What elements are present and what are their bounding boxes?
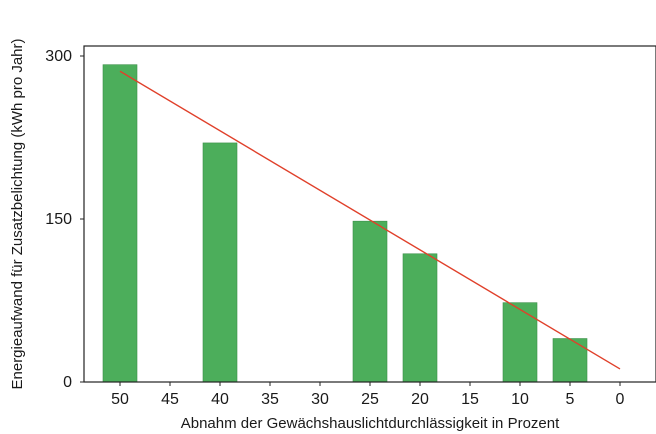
x-tick-label-45: 45: [161, 391, 179, 408]
trend-line: [119, 70, 621, 370]
x-tick-label-0: 0: [616, 391, 625, 408]
x-tick-label-50: 50: [111, 391, 129, 408]
bar-40: [202, 142, 238, 383]
x-axis-title: Abnahm der Gewächshauslichtdurchlässigke…: [181, 415, 560, 432]
bar-25: [352, 220, 388, 383]
x-tick-label-20: 20: [411, 391, 429, 408]
bar-20: [402, 253, 438, 383]
bar-5: [552, 338, 588, 383]
y-ticks: 0 150 300: [45, 48, 84, 391]
bar-10: [502, 302, 538, 383]
x-tick-label-40: 40: [211, 391, 229, 408]
x-tick-label-35: 35: [261, 391, 279, 408]
y-tick-label-300: 300: [45, 48, 72, 65]
y-tick-label-150: 150: [45, 211, 72, 228]
bars-layer: [102, 64, 588, 383]
x-tick-label-5: 5: [566, 391, 575, 408]
x-tick-label-10: 10: [511, 391, 529, 408]
x-tick-label-15: 15: [461, 391, 479, 408]
y-axis-title: Energieaufwand für Zusatzbelichtung (kWh…: [9, 38, 26, 389]
x-tick-label-30: 30: [311, 391, 329, 408]
x-ticks: 50 45 40 35 30 25 20 15 10 5 0: [111, 382, 625, 408]
y-tick-label-0: 0: [63, 374, 72, 391]
x-tick-label-25: 25: [361, 391, 379, 408]
trend-layer: [119, 70, 621, 370]
bar-50: [102, 64, 138, 383]
